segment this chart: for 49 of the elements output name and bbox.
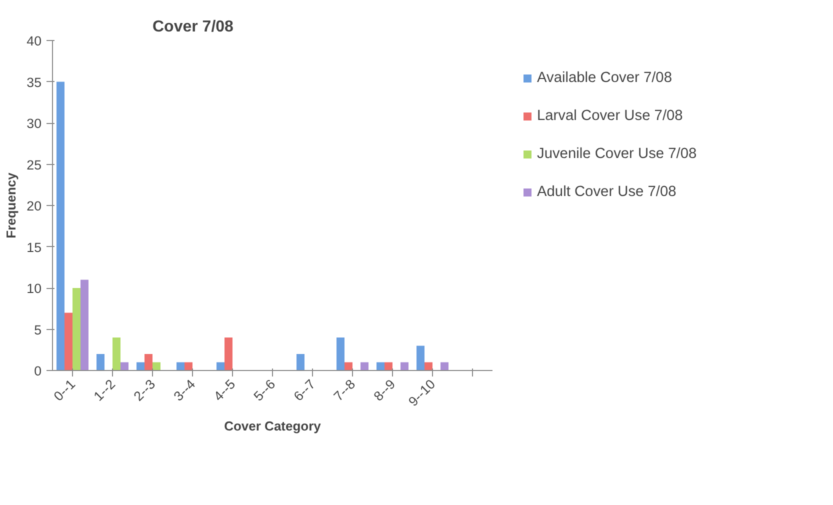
- y-tick-label: 0: [34, 364, 42, 378]
- bar: [96, 354, 104, 370]
- x-tick-label: 5--6: [250, 376, 278, 404]
- y-tick-label: 5: [34, 322, 42, 338]
- y-tick-label: 20: [26, 198, 42, 214]
- bar: [384, 362, 392, 370]
- bar: [56, 82, 64, 370]
- bar: [424, 362, 432, 370]
- y-tick-label: 10: [26, 281, 42, 296]
- bar: [80, 280, 88, 370]
- bar: [416, 346, 424, 370]
- legend-label: Juvenile Cover Use 7/08: [537, 146, 697, 162]
- y-tick-label: 15: [26, 240, 42, 255]
- legend-label: Larval Cover Use 7/08: [537, 108, 683, 124]
- bar: [144, 354, 152, 370]
- bar: [216, 362, 224, 370]
- bar: [296, 354, 304, 370]
- bar: [400, 362, 408, 370]
- legend-label: Available Cover 7/08: [537, 70, 672, 86]
- x-tick-label: 4--5: [210, 376, 238, 404]
- bar: [184, 362, 192, 370]
- x-tick-label: 7--8: [330, 376, 358, 404]
- bar: [120, 362, 128, 370]
- bar: [336, 338, 344, 370]
- bar: [360, 362, 368, 370]
- y-tick-label: 35: [26, 74, 42, 90]
- bar: [224, 338, 232, 370]
- x-tick-label: 6--7: [290, 376, 318, 404]
- x-tick-label: 2--3: [130, 376, 158, 404]
- y-tick-label: 30: [26, 116, 42, 131]
- x-tick-label: 0--1: [50, 376, 78, 404]
- bar: [64, 312, 72, 370]
- bar: [72, 288, 80, 370]
- chart-title: Cover 7/08: [152, 18, 234, 36]
- bar: [376, 362, 384, 370]
- x-tick-label: 3--4: [170, 376, 199, 404]
- y-axis-title: Frequency: [4, 172, 19, 238]
- legend-label: Adult Cover Use 7/08: [537, 184, 676, 200]
- x-axis-title: Cover Category: [224, 418, 322, 434]
- bar: [152, 362, 160, 370]
- bar: [440, 362, 448, 370]
- x-tick-label: 1--2: [90, 376, 118, 404]
- bar: [136, 362, 144, 370]
- bar: [176, 362, 184, 370]
- bar: [344, 362, 352, 370]
- y-tick-label: 40: [26, 34, 42, 48]
- x-tick-label: 8--9: [370, 376, 398, 404]
- y-tick-label: 25: [26, 157, 42, 172]
- bar: [112, 338, 120, 370]
